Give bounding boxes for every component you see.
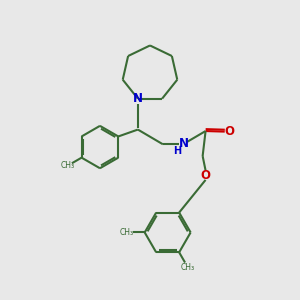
Text: N: N	[133, 92, 143, 105]
Text: O: O	[225, 124, 235, 137]
Text: N: N	[178, 137, 188, 150]
Text: H: H	[173, 146, 181, 156]
Text: CH₃: CH₃	[60, 161, 74, 170]
Text: CH₃: CH₃	[120, 228, 134, 237]
Text: O: O	[201, 169, 211, 182]
Text: CH₃: CH₃	[181, 263, 195, 272]
